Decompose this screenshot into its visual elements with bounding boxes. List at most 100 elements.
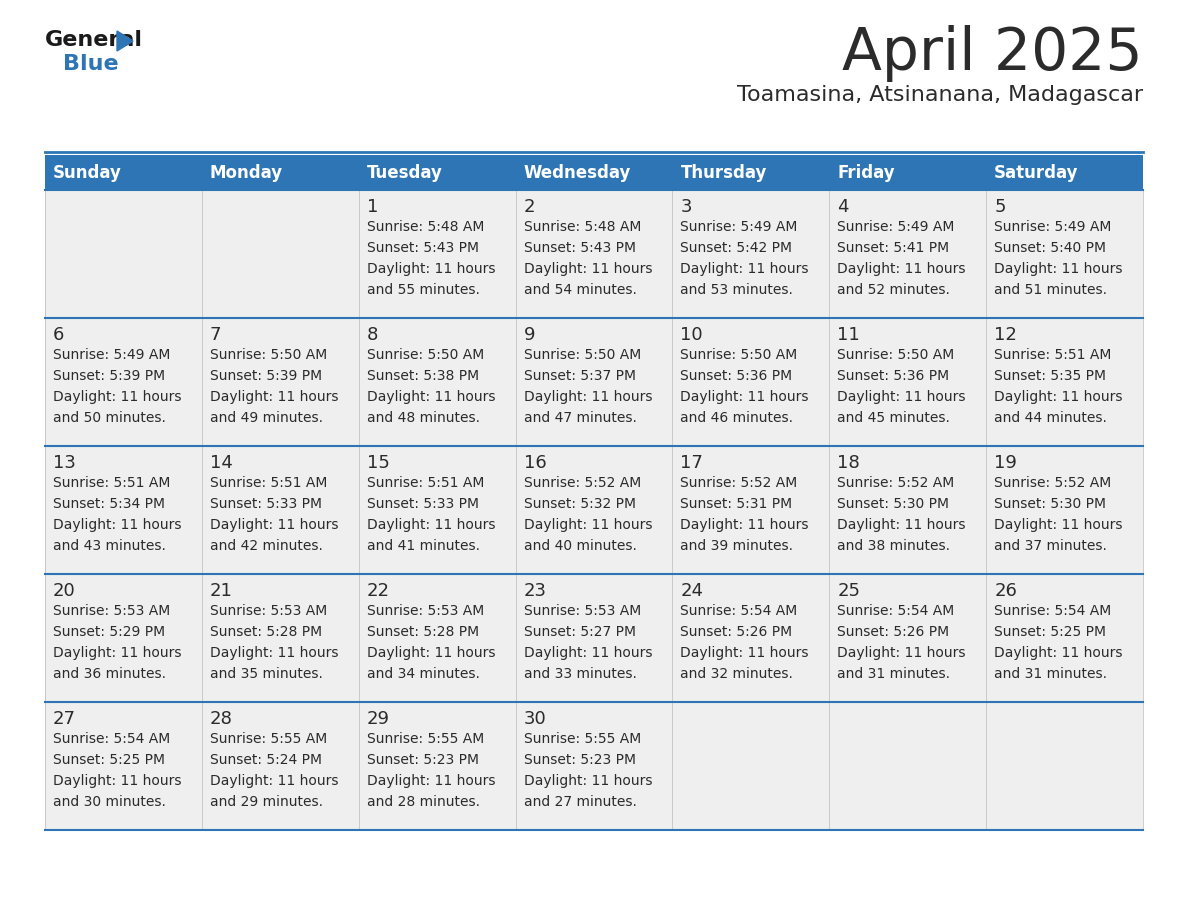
Text: 12: 12 — [994, 326, 1017, 344]
Text: Sunrise: 5:52 AM: Sunrise: 5:52 AM — [994, 476, 1112, 490]
Text: Sunset: 5:40 PM: Sunset: 5:40 PM — [994, 241, 1106, 255]
Text: and 47 minutes.: and 47 minutes. — [524, 411, 637, 425]
Bar — [202, 702, 359, 830]
Bar — [829, 190, 986, 318]
Bar — [672, 190, 829, 318]
Bar — [45, 702, 202, 830]
Text: and 31 minutes.: and 31 minutes. — [994, 667, 1107, 681]
Text: and 42 minutes.: and 42 minutes. — [210, 539, 323, 553]
Text: and 35 minutes.: and 35 minutes. — [210, 667, 323, 681]
Text: 26: 26 — [994, 582, 1017, 600]
Bar — [359, 190, 516, 318]
Text: Sunset: 5:43 PM: Sunset: 5:43 PM — [524, 241, 636, 255]
Bar — [516, 190, 672, 318]
Text: Sunrise: 5:52 AM: Sunrise: 5:52 AM — [524, 476, 640, 490]
Bar — [986, 702, 1143, 830]
Text: Daylight: 11 hours: Daylight: 11 hours — [367, 390, 495, 404]
Text: Sunset: 5:26 PM: Sunset: 5:26 PM — [838, 625, 949, 639]
Bar — [45, 446, 202, 574]
Text: and 55 minutes.: and 55 minutes. — [367, 283, 480, 297]
Text: 13: 13 — [53, 454, 76, 472]
Text: and 52 minutes.: and 52 minutes. — [838, 283, 950, 297]
Text: Sunset: 5:23 PM: Sunset: 5:23 PM — [524, 753, 636, 767]
Bar — [986, 155, 1143, 190]
Text: Sunrise: 5:48 AM: Sunrise: 5:48 AM — [367, 220, 484, 234]
Text: 5: 5 — [994, 198, 1006, 216]
Text: April 2025: April 2025 — [842, 25, 1143, 82]
Text: 2: 2 — [524, 198, 535, 216]
Text: 3: 3 — [681, 198, 691, 216]
Bar — [516, 702, 672, 830]
Text: Daylight: 11 hours: Daylight: 11 hours — [524, 390, 652, 404]
Bar — [202, 318, 359, 446]
Text: and 34 minutes.: and 34 minutes. — [367, 667, 480, 681]
Text: 19: 19 — [994, 454, 1017, 472]
Text: 1: 1 — [367, 198, 378, 216]
Text: Sunset: 5:30 PM: Sunset: 5:30 PM — [994, 497, 1106, 511]
Text: 23: 23 — [524, 582, 546, 600]
Text: Daylight: 11 hours: Daylight: 11 hours — [994, 390, 1123, 404]
Text: and 37 minutes.: and 37 minutes. — [994, 539, 1107, 553]
Text: and 38 minutes.: and 38 minutes. — [838, 539, 950, 553]
Bar — [672, 702, 829, 830]
Text: Daylight: 11 hours: Daylight: 11 hours — [53, 518, 182, 532]
Text: 8: 8 — [367, 326, 378, 344]
Text: and 49 minutes.: and 49 minutes. — [210, 411, 323, 425]
Text: Daylight: 11 hours: Daylight: 11 hours — [367, 774, 495, 788]
Text: Sunset: 5:39 PM: Sunset: 5:39 PM — [210, 369, 322, 383]
Bar — [986, 318, 1143, 446]
Text: Daylight: 11 hours: Daylight: 11 hours — [524, 646, 652, 660]
Text: 4: 4 — [838, 198, 848, 216]
Text: Sunset: 5:30 PM: Sunset: 5:30 PM — [838, 497, 949, 511]
Text: 29: 29 — [367, 710, 390, 728]
Text: and 48 minutes.: and 48 minutes. — [367, 411, 480, 425]
Text: Sunrise: 5:48 AM: Sunrise: 5:48 AM — [524, 220, 642, 234]
Text: 15: 15 — [367, 454, 390, 472]
Text: and 31 minutes.: and 31 minutes. — [838, 667, 950, 681]
Text: and 45 minutes.: and 45 minutes. — [838, 411, 950, 425]
Text: Sunrise: 5:53 AM: Sunrise: 5:53 AM — [524, 604, 640, 618]
Text: Sunrise: 5:50 AM: Sunrise: 5:50 AM — [367, 348, 484, 362]
Text: Daylight: 11 hours: Daylight: 11 hours — [681, 518, 809, 532]
Text: Daylight: 11 hours: Daylight: 11 hours — [367, 262, 495, 276]
Text: Sunrise: 5:52 AM: Sunrise: 5:52 AM — [681, 476, 797, 490]
Text: Daylight: 11 hours: Daylight: 11 hours — [994, 262, 1123, 276]
Text: Sunset: 5:33 PM: Sunset: 5:33 PM — [210, 497, 322, 511]
Text: and 28 minutes.: and 28 minutes. — [367, 795, 480, 809]
Text: and 46 minutes.: and 46 minutes. — [681, 411, 794, 425]
Bar — [829, 446, 986, 574]
Text: Sunrise: 5:55 AM: Sunrise: 5:55 AM — [210, 732, 327, 746]
Text: Daylight: 11 hours: Daylight: 11 hours — [53, 774, 182, 788]
Bar — [45, 190, 202, 318]
Text: Daylight: 11 hours: Daylight: 11 hours — [681, 262, 809, 276]
Text: Sunrise: 5:53 AM: Sunrise: 5:53 AM — [53, 604, 170, 618]
Text: Sunset: 5:39 PM: Sunset: 5:39 PM — [53, 369, 165, 383]
Text: Daylight: 11 hours: Daylight: 11 hours — [524, 262, 652, 276]
Text: Sunrise: 5:55 AM: Sunrise: 5:55 AM — [524, 732, 640, 746]
Text: and 50 minutes.: and 50 minutes. — [53, 411, 166, 425]
Text: Daylight: 11 hours: Daylight: 11 hours — [838, 390, 966, 404]
Text: 10: 10 — [681, 326, 703, 344]
Text: Monday: Monday — [210, 163, 283, 182]
Text: Sunrise: 5:54 AM: Sunrise: 5:54 AM — [681, 604, 797, 618]
Text: Wednesday: Wednesday — [524, 163, 631, 182]
Bar — [516, 155, 672, 190]
Text: Sunset: 5:27 PM: Sunset: 5:27 PM — [524, 625, 636, 639]
Text: 17: 17 — [681, 454, 703, 472]
Text: Toamasina, Atsinanana, Madagascar: Toamasina, Atsinanana, Madagascar — [737, 85, 1143, 105]
Text: Daylight: 11 hours: Daylight: 11 hours — [367, 518, 495, 532]
Text: and 40 minutes.: and 40 minutes. — [524, 539, 637, 553]
Text: Sunrise: 5:51 AM: Sunrise: 5:51 AM — [994, 348, 1112, 362]
Text: 7: 7 — [210, 326, 221, 344]
Bar — [672, 318, 829, 446]
Text: 9: 9 — [524, 326, 535, 344]
Bar — [359, 574, 516, 702]
Bar — [829, 318, 986, 446]
Text: 24: 24 — [681, 582, 703, 600]
Bar — [45, 318, 202, 446]
Text: Sunset: 5:25 PM: Sunset: 5:25 PM — [994, 625, 1106, 639]
Text: Saturday: Saturday — [994, 163, 1079, 182]
Text: Daylight: 11 hours: Daylight: 11 hours — [838, 646, 966, 660]
Text: and 54 minutes.: and 54 minutes. — [524, 283, 637, 297]
Bar — [986, 190, 1143, 318]
